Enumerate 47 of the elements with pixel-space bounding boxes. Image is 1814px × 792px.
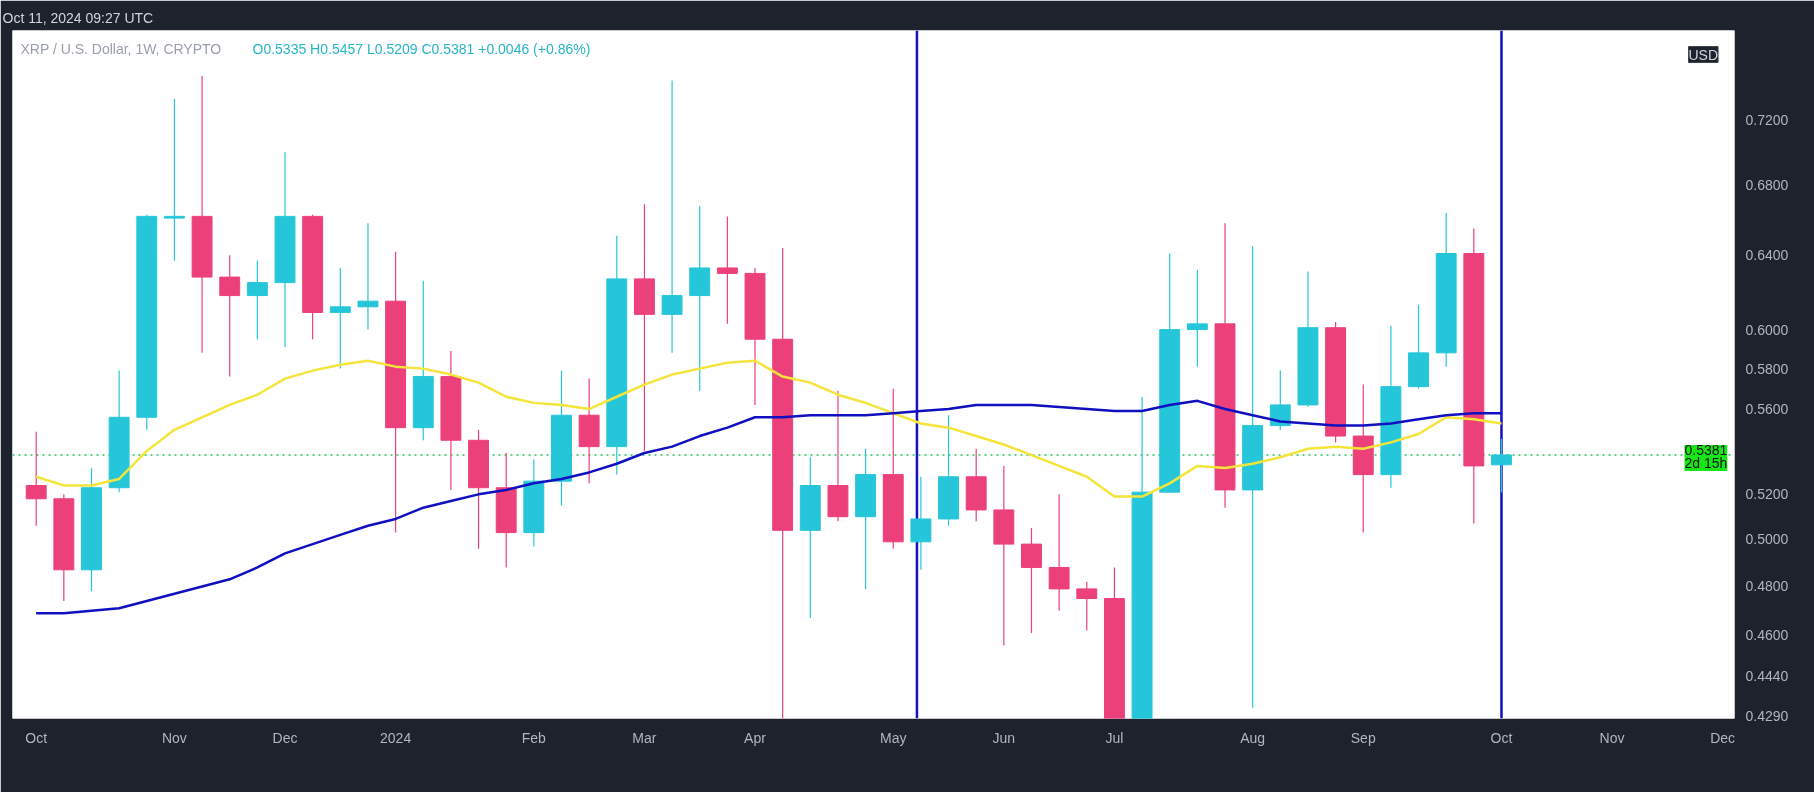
x-tick-label: Nov	[161, 729, 187, 746]
y-tick-label: 0.5000	[1745, 531, 1789, 548]
x-tick-label: Nov	[1599, 729, 1625, 746]
candlestick	[246, 260, 268, 340]
annotation: 2d 15h	[1684, 454, 1728, 471]
candlestick	[661, 79, 683, 354]
text: XRP / U.S. Dollar, 1W, CRYPTO	[20, 40, 222, 57]
y-tick-label: 0.4440	[1745, 668, 1789, 685]
x-tick-label: May	[880, 729, 907, 746]
y-tick-label: 0.5600	[1745, 401, 1789, 418]
x-tick-label: Jun	[992, 729, 1016, 746]
candlestick	[163, 98, 185, 262]
candlestick	[716, 215, 738, 325]
x-tick-label: 2024	[380, 729, 412, 746]
candlestick	[910, 476, 932, 571]
x-tick-label: Aug	[1240, 729, 1266, 746]
text: Oct 11, 2024 09:27 UTC	[2, 9, 154, 26]
y-tick-label: 0.6400	[1745, 247, 1789, 264]
candlestick	[1491, 438, 1512, 493]
annotation: O0.5335 H0.5457 L0.5209 C0.5381 +0.0046 (+0.86%)	[252, 40, 591, 57]
x-tick-label: Sep	[1350, 729, 1376, 746]
x-tick-label: Oct	[1490, 729, 1513, 746]
y-tick-label: 0.6000	[1745, 321, 1789, 338]
y-tick-label: 0.6800	[1745, 177, 1789, 194]
candlestick	[1076, 581, 1098, 632]
candlestick	[1048, 493, 1070, 612]
x-tick-label: Dec	[1710, 729, 1736, 746]
x-tick-label: Dec	[272, 729, 298, 746]
candlestick	[1186, 269, 1208, 368]
x-tick-label: Apr	[744, 729, 767, 746]
x-tick-label: Feb	[521, 729, 547, 746]
candlestick	[25, 431, 47, 527]
y-tick-label: 0.5200	[1745, 486, 1789, 503]
x-tick-label: Jul	[1105, 729, 1124, 746]
candlestick	[219, 254, 241, 378]
y-tick-label: 0.4290	[1745, 707, 1789, 724]
y-tick-label: 0.4800	[1745, 578, 1789, 595]
x-tick-label: Mar	[632, 729, 657, 746]
y-tick-label: 0.5800	[1745, 360, 1789, 377]
y-tick-label: 0.7200	[1745, 111, 1789, 128]
x-tick-label: Oct	[25, 729, 48, 746]
line-series	[34, 359, 1503, 498]
y-tick-label: 0.4600	[1745, 627, 1789, 644]
candlestick	[357, 222, 379, 331]
candlestick	[329, 267, 351, 370]
y-axis-title: USD	[1688, 46, 1719, 63]
candlestick	[1021, 527, 1042, 634]
